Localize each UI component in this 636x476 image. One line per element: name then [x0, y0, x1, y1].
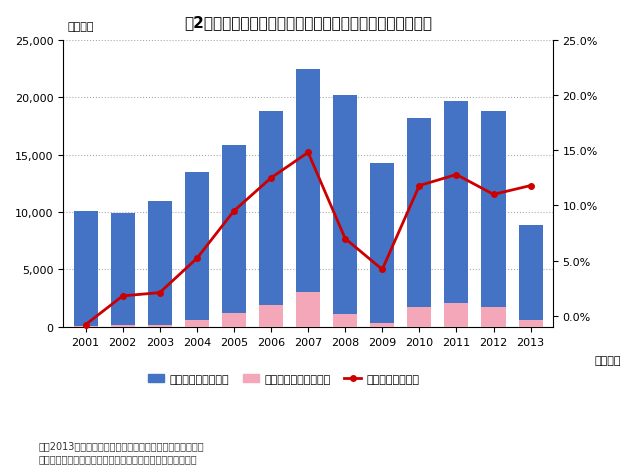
Bar — [111, 214, 135, 327]
Legend: 売上高（連結）億円, 営業利益（連結）億円, 売上高営業利益率: 売上高（連結）億円, 営業利益（連結）億円, 売上高営業利益率 — [143, 370, 424, 389]
Bar — [518, 225, 543, 327]
Bar — [407, 119, 431, 327]
Bar — [222, 313, 246, 327]
売上高営業利益率 — [267, 176, 275, 181]
売上高営業利益率 — [156, 290, 163, 296]
売上高営業利益率 — [378, 267, 386, 273]
Bar — [222, 146, 246, 327]
Text: 【出典】売上高、営業利益の数字はコマツの決算資料を参照: 【出典】売上高、営業利益の数字はコマツの決算資料を参照 — [38, 453, 197, 463]
売上高営業利益率 — [415, 183, 423, 189]
Text: 注：2013年度の売上高、営業利益の数字は上半期の業績。: 注：2013年度の売上高、営業利益の数字は上半期の業績。 — [38, 440, 204, 450]
Bar — [333, 315, 357, 327]
売上高営業利益率 — [230, 208, 238, 214]
Bar — [518, 320, 543, 327]
Bar — [481, 112, 506, 327]
売上高営業利益率 — [342, 236, 349, 242]
Text: （億円）: （億円） — [67, 22, 93, 31]
売上高営業利益率 — [304, 150, 312, 156]
売上高営業利益率 — [82, 322, 90, 328]
Bar — [481, 307, 506, 327]
Bar — [445, 303, 469, 327]
Text: （年度）: （年度） — [595, 355, 621, 365]
Bar — [445, 101, 469, 327]
売上高営業利益率 — [193, 256, 201, 262]
Bar — [74, 326, 98, 327]
Bar — [111, 325, 135, 327]
売上高営業利益率 — [453, 172, 460, 178]
Bar — [259, 305, 283, 327]
Bar — [333, 96, 357, 327]
Bar — [296, 293, 320, 327]
売上高営業利益率 — [490, 192, 497, 198]
売上高営業利益率 — [527, 183, 534, 189]
Bar — [148, 201, 172, 327]
Bar — [148, 325, 172, 327]
Bar — [259, 112, 283, 327]
Bar — [370, 324, 394, 327]
Bar — [370, 163, 394, 327]
Bar — [296, 69, 320, 327]
Bar — [185, 320, 209, 327]
Title: 図2：コマツの売上高、営業利益、売上高営業利益率の推移: 図2：コマツの売上高、営業利益、売上高営業利益率の推移 — [184, 15, 432, 30]
売上高営業利益率 — [119, 293, 127, 299]
Bar — [407, 307, 431, 327]
Bar — [74, 211, 98, 327]
Line: 売上高営業利益率: 売上高営業利益率 — [83, 150, 534, 327]
Bar — [185, 172, 209, 327]
